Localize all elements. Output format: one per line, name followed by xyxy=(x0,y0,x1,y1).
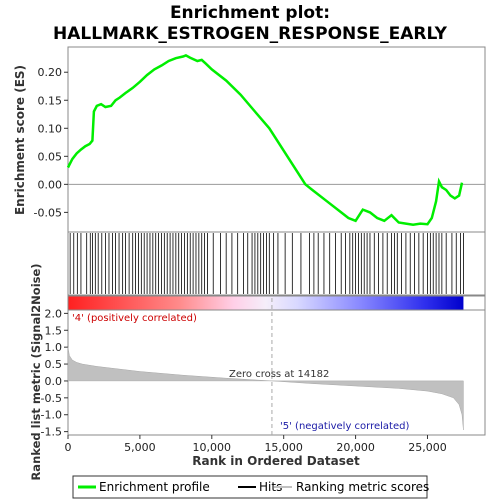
ranked-y-tick-label: 1.0 xyxy=(45,341,63,354)
ranked-y-tick-label: 1.5 xyxy=(45,324,63,337)
hit-marks xyxy=(69,233,464,294)
es-y-tick-label: -0.05 xyxy=(34,206,62,219)
es-y-tick-label: 0.20 xyxy=(38,66,63,79)
hits-panel xyxy=(67,231,486,296)
title-line-1: Enrichment plot: xyxy=(170,3,330,23)
ranked-y-tick-label: 0.5 xyxy=(45,358,63,371)
x-tick-label: 10,000 xyxy=(193,441,232,454)
es-y-tick-label: 0.05 xyxy=(38,150,63,163)
x-ticks: 0 5,000 10,000 15,000 20,000 25,000 xyxy=(65,435,447,454)
ranked-y-tick-label: 0.0 xyxy=(45,375,63,388)
ranked-y-tick-label: 2.0 xyxy=(45,307,63,320)
hits-panel-frame xyxy=(67,231,486,296)
ranking-metric-area xyxy=(67,347,464,430)
x-tick-label: 5,000 xyxy=(124,441,156,454)
legend-label-enrichment: Enrichment profile xyxy=(99,480,210,494)
ranked-y-tick-label: -1.0 xyxy=(41,409,62,422)
legend: Enrichment profile Hits Ranking metric s… xyxy=(72,475,429,499)
enrichment-profile-line xyxy=(66,54,464,226)
negative-label: '5' (negatively correlated) xyxy=(280,421,409,432)
x-tick-label: 20,000 xyxy=(336,441,375,454)
positive-label: '4' (positively correlated) xyxy=(72,313,197,324)
ranked-y-ticks: -1.5 -1.0 -0.5 0.0 0.5 1.0 1.5 2.0 xyxy=(41,307,68,439)
ranked-panel: -1.5 -1.0 -0.5 0.0 0.5 1.0 1.5 2.0 Zero cross a… xyxy=(29,263,486,481)
es-panel: -0.05 0.00 0.05 0.10 0.15 0.20 Enrichment sco… xyxy=(13,46,486,233)
es-y-ticks: -0.05 0.00 0.05 0.10 0.15 0.20 xyxy=(34,66,68,219)
x-tick-label: 15,000 xyxy=(264,441,303,454)
es-y-tick-label: 0.10 xyxy=(38,122,63,135)
ranked-y-tick-label: -1.5 xyxy=(41,426,62,439)
ranked-color-bar xyxy=(68,296,464,310)
x-tick-label: 0 xyxy=(65,441,72,454)
x-tick-label: 25,000 xyxy=(408,441,447,454)
zero-cross-label: Zero cross at 14182 xyxy=(229,369,329,380)
legend-label-ranking: Ranking metric scores xyxy=(296,480,429,494)
x-axis-label: Rank in Ordered Dataset xyxy=(192,454,360,468)
title-line-2: HALLMARK_ESTROGEN_RESPONSE_EARLY xyxy=(53,24,448,44)
es-y-tick-label: 0.15 xyxy=(38,94,63,107)
legend-label-hits: Hits xyxy=(259,480,282,494)
ranked-y-tick-label: -0.5 xyxy=(41,392,62,405)
ranked-y-label: Ranked list metric (Signal2Noise) xyxy=(29,263,43,480)
es-y-label: Enrichment score (ES) xyxy=(13,65,27,215)
es-y-tick-label: 0.00 xyxy=(38,178,63,191)
